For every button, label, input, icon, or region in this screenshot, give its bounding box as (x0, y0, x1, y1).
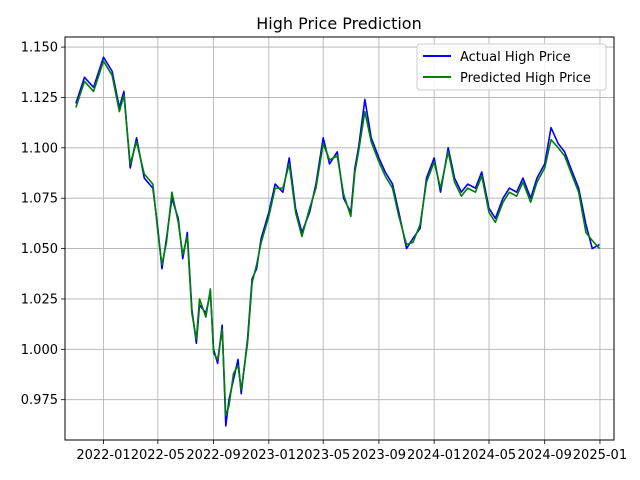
legend: Actual High Price Predicted High Price (416, 43, 607, 91)
y-tick-label: 1.125 (21, 91, 58, 106)
series-line-predicted (75, 60, 601, 417)
legend-box (416, 43, 607, 91)
series-layer (75, 56, 601, 427)
y-tick-label: 1.050 (21, 242, 58, 257)
x-tick-label: 2023-05 (296, 448, 350, 463)
x-tick-label: 2024-01 (407, 448, 461, 463)
y-tick-label: 1.075 (21, 192, 58, 207)
x-tick-label: 2023-01 (242, 448, 296, 463)
y-tick-label: 1.100 (21, 141, 58, 156)
chart-title: High Price Prediction (256, 14, 421, 33)
x-tick-label: 2023-09 (352, 448, 406, 463)
legend-label: Predicted High Price (460, 71, 591, 86)
x-tick-label: 2024-09 (518, 448, 572, 463)
x-tick-label: 2022-09 (186, 448, 240, 463)
grid (65, 37, 614, 440)
x-tick-label: 2022-05 (131, 448, 185, 463)
plot-frame (64, 36, 615, 441)
x-tick-label: 2025-01 (573, 448, 627, 463)
x-tick-label: 2024-05 (462, 448, 516, 463)
y-tick-label: 0.975 (21, 393, 58, 408)
y-axis: 0.975 1.000 1.025 1.050 1.075 1.100 1.125 1.150 (21, 41, 65, 408)
legend-label: Actual High Price (460, 50, 571, 65)
x-tick-label: 2022-01 (76, 448, 130, 463)
y-tick-label: 1.025 (21, 292, 58, 307)
y-tick-label: 1.150 (21, 41, 58, 56)
y-tick-label: 1.000 (21, 343, 58, 358)
x-axis: 2022-01 2022-05 2022-09 2023-01 2023-05 2023-… (76, 440, 627, 463)
